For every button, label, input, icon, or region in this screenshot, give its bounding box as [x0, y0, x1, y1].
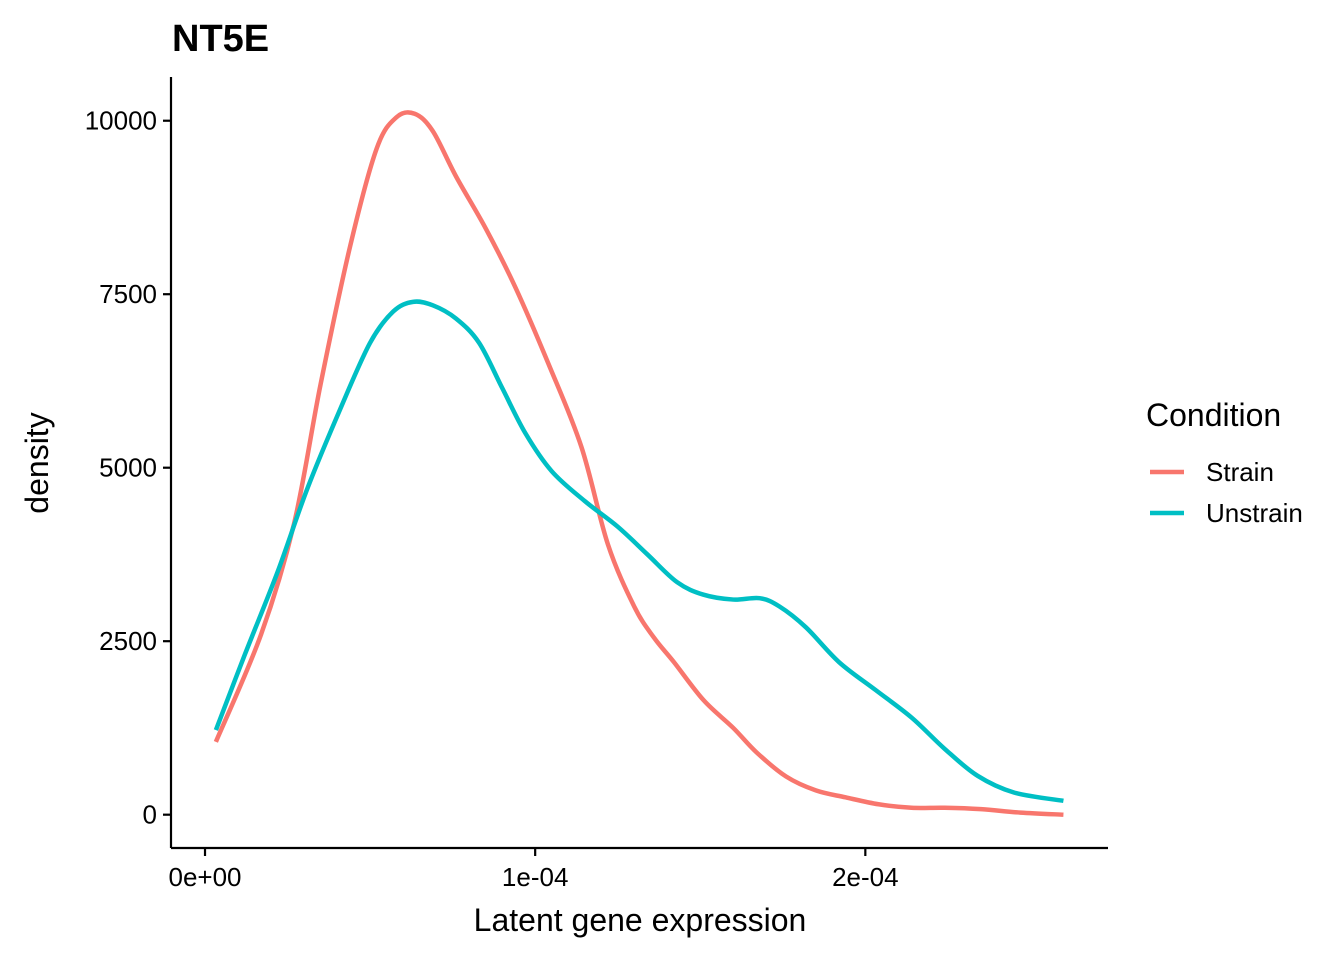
- y-tick-label: 7500: [99, 279, 157, 309]
- chart-title: NT5E: [172, 18, 269, 60]
- series-line-unstrain: [213, 299, 1064, 804]
- x-tick-label: 1e-04: [502, 862, 569, 892]
- legend-label-strain: Strain: [1206, 457, 1274, 487]
- y-axis-title: density: [19, 412, 55, 513]
- y-tick-label: 10000: [85, 106, 157, 136]
- legend-title: Condition: [1146, 397, 1281, 433]
- y-tick-label: 0: [143, 800, 157, 830]
- x-tick-label: 2e-04: [832, 862, 899, 892]
- x-axis-ticks: 0e+00 1e-04 2e-04: [168, 848, 899, 892]
- legend: Condition Strain Unstrain: [1146, 397, 1303, 528]
- series-line-strain: [213, 110, 1064, 817]
- y-tick-label: 2500: [99, 626, 157, 656]
- y-tick-label: 5000: [99, 453, 157, 483]
- legend-label-unstrain: Unstrain: [1206, 498, 1303, 528]
- legend-items: Strain Unstrain: [1150, 457, 1303, 528]
- x-axis-title: Latent gene expression: [474, 902, 807, 938]
- plot-area: [213, 110, 1064, 817]
- y-axis-ticks: 0 2500 5000 7500 10000: [85, 106, 171, 830]
- x-tick-label: 0e+00: [168, 862, 241, 892]
